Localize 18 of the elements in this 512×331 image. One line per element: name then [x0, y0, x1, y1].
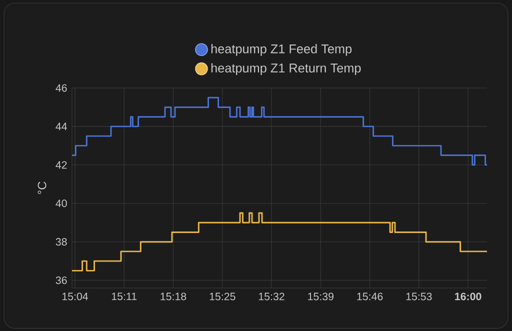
x-tick-label: 15:04: [62, 292, 88, 300]
legend-label: heatpump Z1 Return Temp: [211, 63, 361, 76]
x-tick-label: 15:46: [357, 292, 383, 300]
x-tick-label: 15:32: [258, 292, 284, 300]
y-axis-title: °C: [38, 182, 46, 194]
y-tick-label: 38: [56, 238, 67, 246]
y-tick-label: 36: [56, 276, 67, 284]
x-tick-label: 15:11: [112, 292, 137, 300]
x-tick-label: 15:39: [308, 292, 334, 300]
y-tick-label: 42: [56, 161, 67, 169]
x-tick-label: 16:00: [455, 292, 482, 300]
x-tick-label: 15:53: [406, 292, 432, 300]
y-tick-label: 44: [56, 122, 67, 130]
y-tick-label: 46: [56, 84, 67, 92]
x-tick-label: 15:18: [160, 292, 186, 300]
y-tick-label: 40: [56, 200, 67, 208]
legend-label: heatpump Z1 Feed Temp: [211, 44, 352, 56]
x-tick-label: 15:25: [210, 292, 236, 300]
